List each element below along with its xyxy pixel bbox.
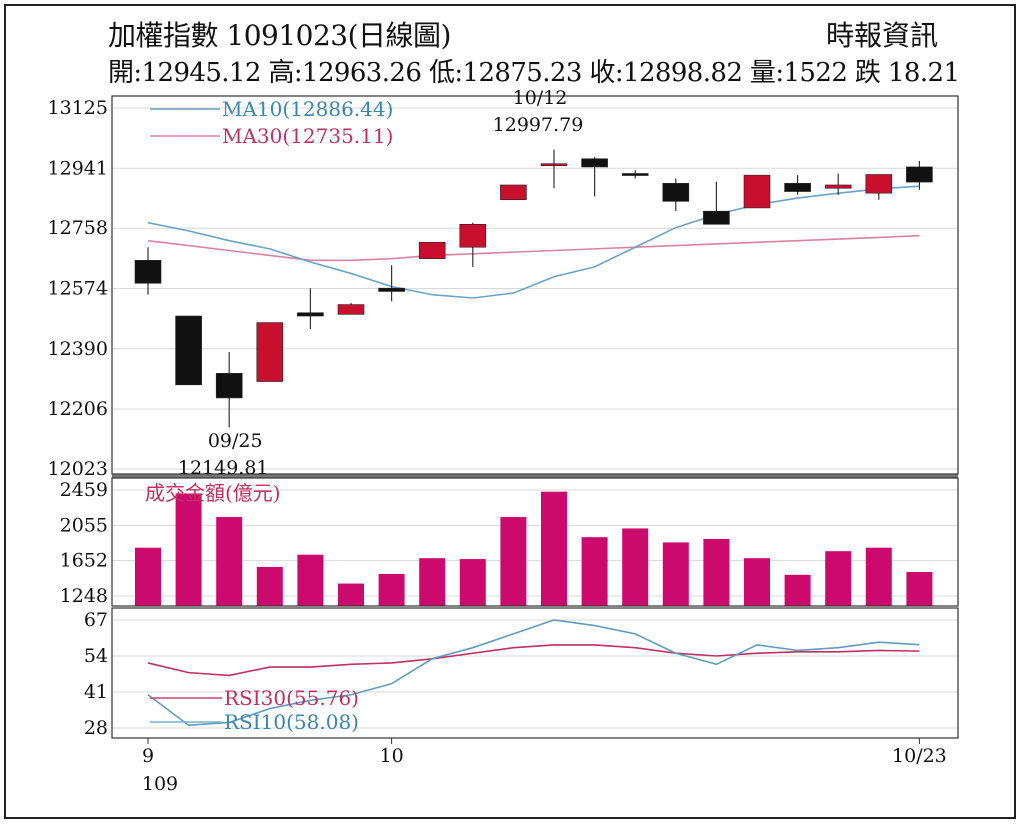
price-panel-border [111,95,959,475]
volume-bar [378,573,405,606]
ma30-line [147,234,920,262]
price-tick-label: 12390 [48,338,108,360]
rsi10-line [147,619,920,727]
x-tick-label: 9 [142,745,154,767]
volume-bar [662,542,689,606]
chart-frame [4,4,1016,819]
price-tick-label: 12574 [48,278,108,300]
x-tick-sublabel: 109 [142,773,178,795]
price-tick-label: 12758 [48,217,108,239]
rsi30-line [147,644,920,677]
candle-down [703,210,730,225]
candle-down [175,315,202,386]
volume-bar [297,554,324,606]
volume-axis-ticks: 2459 2055 1652 1248 [60,479,108,607]
rsi-lines [147,619,920,727]
high-annotation-value: 12997.79 [493,114,584,136]
rsi30-legend-label: RSI30(55.76) [224,686,359,710]
rsi-tick-label: 28 [84,717,108,739]
legends: MA10(12886.44) MA30(12735.11) 成交金額(億元) RSI3… [145,97,393,734]
price-tick-label: 12023 [48,458,108,480]
moving-average-lines [147,185,920,299]
candle-down [621,173,649,176]
rsi-tick-label: 54 [84,645,108,667]
volume-bar [703,538,730,606]
ma10-legend-label: MA10(12886.44) [222,97,393,121]
volume-bar [744,558,770,606]
panel-borders [111,95,959,739]
low-annotation-date: 09/25 [208,430,263,452]
ma30-legend-label: MA30(12735.11) [222,124,393,148]
volume-bar [256,566,283,606]
rsi10-legend-label: RSI10(58.08) [224,710,359,734]
x-axis: 9 109 10 10/23 [142,738,947,795]
volume-bar [338,583,364,606]
candle-up [459,223,487,248]
price-tick-label: 12941 [48,157,108,179]
volume-panel-border [111,477,959,607]
candle-up [865,174,893,194]
candle-up [540,163,568,166]
high-annotation-date: 10/12 [513,87,568,109]
volume-bar [825,551,852,606]
volume-bar [906,572,933,606]
candle-up [743,174,771,209]
volume-bar [500,517,527,606]
volume-bar [865,547,892,606]
volume-bar [541,491,567,606]
x-tick-label: 10/23 [892,745,947,767]
volume-tick-label: 1248 [60,585,108,607]
rsi-tick-label: 67 [84,609,108,631]
candle-down [662,183,690,202]
price-tick-label: 13125 [48,97,108,119]
ohlc-summary: 開:12945.12 高:12963.26 低:12875.23 收:12898… [108,58,960,88]
volume-bar [175,493,202,606]
candle-up [500,184,527,201]
price-tick-label: 12206 [48,398,108,420]
candle-up [337,304,365,315]
rsi-panel-border [111,607,959,739]
low-annotation-value: 12149.81 [178,457,269,479]
volume-bar [784,574,811,606]
volume-tick-label: 2055 [60,514,108,536]
volume-tick-label: 2459 [60,479,108,501]
rsi-tick-label: 41 [84,681,108,703]
chart-title: 加權指數 1091023(日線圖) [108,19,451,52]
volume-bar [216,517,243,606]
candlesticks [134,149,933,428]
volume-tick-label: 1652 [60,550,108,572]
candle-down [297,312,324,317]
annotations: 09/25 12149.81 10/12 12997.79 [178,87,583,479]
candle-up [256,322,284,382]
x-tick-label: 10 [380,745,404,767]
price-axis-ticks: 13125 12941 12758 12574 12390 12206 12023 [48,97,108,480]
candle-down [906,166,933,183]
volume-bar [622,528,649,606]
rsi-axis-ticks: 67 54 41 28 [84,609,108,739]
source-label: 時報資訊 [826,19,939,52]
candle-down [215,373,243,399]
candle-down [134,260,162,284]
volume-bar [135,547,161,606]
candle-up [824,184,852,189]
candle-up [418,242,446,259]
volume-bar [419,558,446,606]
volume-bar [581,537,608,606]
volume-bars [135,491,933,606]
grid-lines [112,107,958,729]
volume-legend-label: 成交金額(億元) [145,481,281,505]
candle-down [378,287,405,292]
volume-bar [459,559,486,606]
ma10-line [147,185,920,299]
candle-down [581,158,608,168]
candle-down [784,183,811,192]
